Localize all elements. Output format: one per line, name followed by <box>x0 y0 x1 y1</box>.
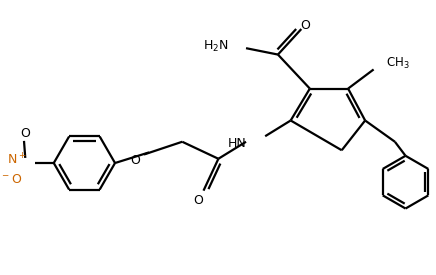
Text: O: O <box>193 194 203 207</box>
Text: HN: HN <box>227 138 246 150</box>
Text: O: O <box>130 153 140 167</box>
Text: CH$_3$: CH$_3$ <box>386 56 410 71</box>
Text: H$_2$N: H$_2$N <box>204 39 229 54</box>
Text: $^-$O: $^-$O <box>0 173 22 186</box>
Text: N$^+$: N$^+$ <box>7 152 27 168</box>
Text: O: O <box>301 19 310 32</box>
Text: O: O <box>20 127 30 140</box>
